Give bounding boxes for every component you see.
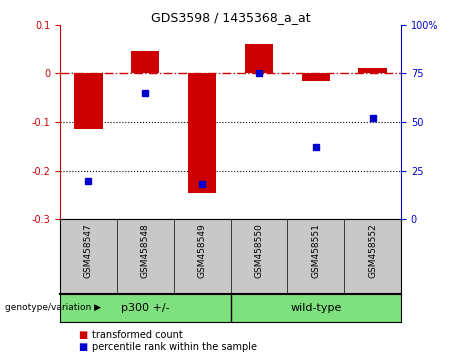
Text: GSM458549: GSM458549 bbox=[198, 223, 207, 278]
Bar bbox=[301, 73, 330, 81]
Bar bbox=[131, 51, 160, 73]
Text: GSM458548: GSM458548 bbox=[141, 223, 150, 278]
Text: GSM458550: GSM458550 bbox=[254, 223, 263, 278]
Text: wild-type: wild-type bbox=[290, 303, 342, 313]
Bar bbox=[188, 73, 216, 193]
Text: transformed count: transformed count bbox=[92, 330, 183, 339]
Title: GDS3598 / 1435368_a_at: GDS3598 / 1435368_a_at bbox=[151, 11, 310, 24]
Bar bbox=[358, 68, 387, 73]
Bar bbox=[74, 73, 102, 130]
Text: genotype/variation ▶: genotype/variation ▶ bbox=[5, 303, 100, 313]
Text: ■: ■ bbox=[78, 330, 88, 339]
Text: p300 +/-: p300 +/- bbox=[121, 303, 170, 313]
Text: GSM458552: GSM458552 bbox=[368, 223, 377, 278]
Text: GSM458551: GSM458551 bbox=[311, 223, 320, 278]
Text: GSM458547: GSM458547 bbox=[84, 223, 93, 278]
Bar bbox=[245, 44, 273, 73]
Text: ■: ■ bbox=[78, 342, 88, 352]
Text: percentile rank within the sample: percentile rank within the sample bbox=[92, 342, 257, 352]
